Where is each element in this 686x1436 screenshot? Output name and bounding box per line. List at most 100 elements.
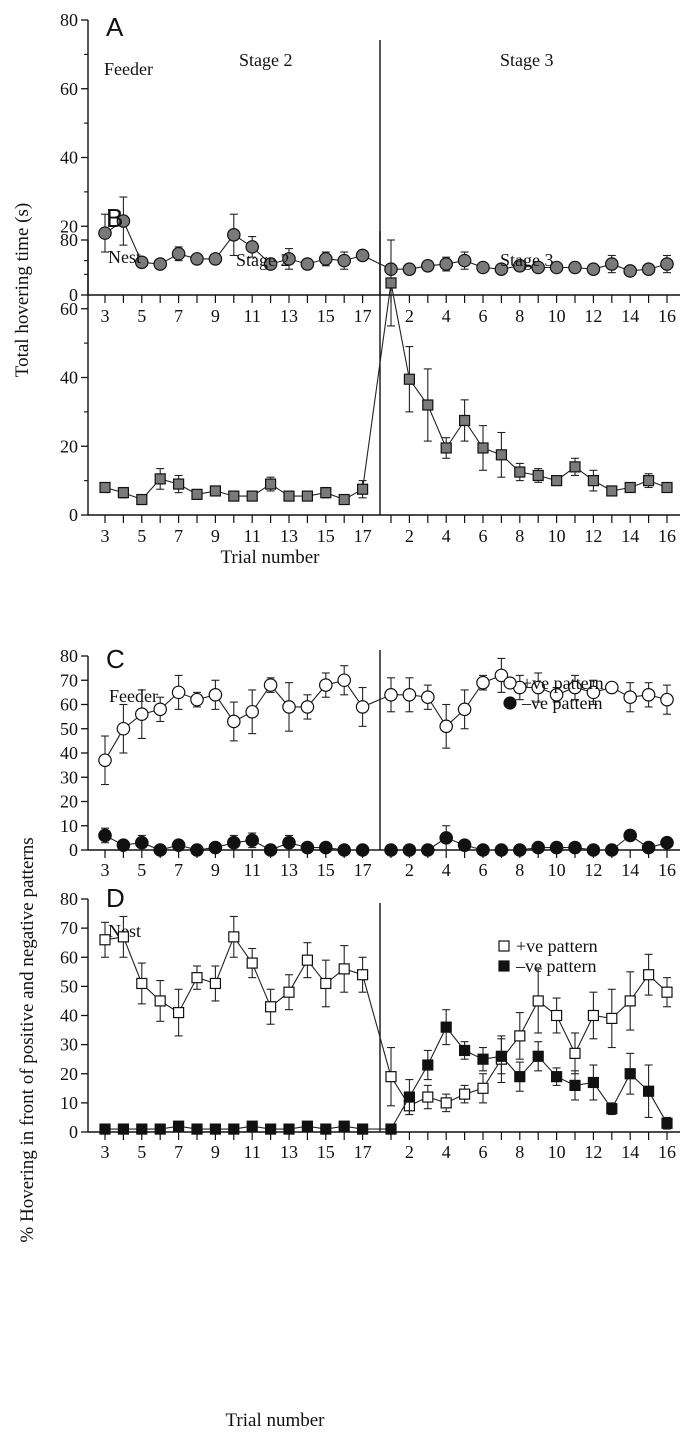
- panel-c-series-1-point: [245, 833, 259, 848]
- panel-c-series-0-point: [116, 721, 131, 736]
- panel-d-x-tick-label: 4: [442, 1142, 451, 1162]
- panel-c-legend-label: –ve pattern: [521, 693, 602, 713]
- panel-a-x-tick-label: 2: [405, 306, 414, 326]
- panel-d-series-1-point: [209, 1123, 221, 1135]
- panel-c-series-1-point: [549, 840, 564, 855]
- panel-c-series-0-point: [384, 687, 398, 702]
- panel-d-x-tick-label: 7: [174, 1142, 183, 1162]
- panel-a-series-0-point: [660, 257, 674, 271]
- panel-c-series-1-point: [282, 835, 296, 850]
- panel-c-series-1-point: [318, 840, 333, 855]
- panel-a-x-tick-label: 8: [515, 306, 524, 326]
- panel-d-series-1-point: [191, 1123, 203, 1135]
- panel-d-series-1-point: [173, 1120, 185, 1132]
- panel-d-series-0-point: [154, 995, 166, 1007]
- panel-d-y-tick-label: 40: [60, 1006, 78, 1026]
- panel-c-series-1-point: [171, 838, 186, 852]
- panel-c-series-0-point: [439, 719, 453, 734]
- panel-a-x-tick-label: 9: [211, 306, 220, 326]
- panel-d-series-1-point: [642, 1085, 655, 1097]
- panel-c-series-1-point: [531, 840, 545, 855]
- panel-b-series-0-point: [403, 373, 415, 385]
- panel-d-x-tick-label: 5: [137, 1142, 146, 1162]
- panel-c-series-1-point: [402, 843, 417, 857]
- panel-d-x-tick-label: 17: [354, 1142, 372, 1162]
- panel-a-series-0-point: [439, 257, 453, 271]
- panel-b-series-0-point: [301, 490, 313, 502]
- panel-c-y-tick-label: 0: [69, 840, 78, 860]
- panel-c-series-1-point: [300, 840, 315, 855]
- panel-a-x-tick-label: 3: [101, 306, 110, 326]
- panel-c-x-tick-label: 2: [405, 860, 414, 880]
- panel-d-series-0-point: [477, 1082, 489, 1094]
- panel-d-series-1-point: [301, 1120, 313, 1132]
- panel-c-series-1-point: [208, 840, 223, 855]
- panel-a-series-0-point: [337, 253, 351, 268]
- panel-d-series-1-point: [136, 1123, 148, 1135]
- panel-c-x-tick-label: 6: [479, 860, 488, 880]
- panel-d-series-0-point: [624, 995, 636, 1007]
- panel-d-letter: D: [106, 883, 125, 913]
- panel-b-y-tick-label: 80: [60, 230, 78, 250]
- panel-a-series-0-point: [549, 260, 564, 275]
- panel-c-y-tick-label: 80: [60, 646, 78, 666]
- panel-d-series-1-point: [403, 1091, 415, 1103]
- panel-c-series-1-point: [135, 835, 149, 850]
- panel-d-series-0-point: [338, 963, 350, 975]
- panel-c-series-0-point: [318, 678, 333, 692]
- panel-d-series-1-point: [283, 1123, 295, 1135]
- panel-b-annotation: Nest: [108, 247, 141, 267]
- panel-c-series-1-point: [190, 843, 204, 857]
- panel-d-series-0-point: [173, 1006, 185, 1019]
- x-axis-title-upper: Trial number: [220, 547, 320, 568]
- panel-b-x-tick-label: 3: [101, 526, 110, 546]
- panel-c-series-0-point: [135, 707, 149, 721]
- panel-a-series-0-point: [420, 258, 435, 273]
- panel-c-series-0-point: [153, 702, 167, 717]
- panel-b-series-0-point: [495, 449, 507, 461]
- panel-c-series-0-point: [420, 690, 435, 705]
- panel-b-series-0-point: [422, 399, 434, 411]
- panel-a-annotation: Stage 2: [239, 50, 293, 70]
- panel-b-series-0-point: [154, 473, 166, 485]
- panel-b-series-0-point: [477, 442, 489, 454]
- panel-a-series-0-point: [318, 252, 333, 266]
- panel-d-series-1-point: [154, 1123, 166, 1135]
- panel-a-x-tick-label: 16: [658, 306, 676, 326]
- panel-a-x-tick-label: 14: [621, 306, 639, 326]
- panel-d-y-tick-label: 80: [60, 889, 78, 909]
- panel-c-y-tick-label: 40: [60, 743, 78, 763]
- panel-d-legend-marker: [498, 940, 510, 952]
- panel-d-series-0-point: [283, 986, 295, 998]
- panel-a-series-0-point: [476, 260, 490, 275]
- panel-c-letter: C: [106, 644, 125, 674]
- panel-c-series-1-point: [494, 843, 509, 857]
- panel-b-series-0-point: [136, 493, 148, 506]
- panel-d-x-tick-label: 8: [515, 1142, 524, 1162]
- panel-b-series-0-point: [532, 469, 544, 482]
- panel-a-series-0-point: [586, 262, 601, 277]
- panel-d-x-tick-label: 16: [658, 1142, 676, 1162]
- panel-c-series-1-point: [116, 838, 131, 852]
- panel-a-x-tick-label: 6: [479, 306, 488, 326]
- panel-d-y-tick-label: 0: [69, 1122, 78, 1142]
- panel-b-x-tick-label: 9: [211, 526, 220, 546]
- panel-a-series-0-point: [135, 255, 149, 270]
- panel-b-series-0-point: [117, 487, 130, 499]
- panel-d-x-tick-label: 3: [101, 1142, 110, 1162]
- panel-a-x-tick-label: 12: [584, 306, 602, 326]
- panel-d-series-0-point: [569, 1047, 581, 1059]
- panel-d-series-1-point: [440, 1021, 452, 1033]
- panel-d-legend-marker: [498, 960, 510, 972]
- panel-c-series-1-point: [457, 838, 472, 852]
- panel-d-series-0-point: [320, 977, 332, 990]
- panel-a-series-0-point: [171, 246, 186, 261]
- panel-c-series-0-point: [98, 753, 112, 768]
- panel-c-series-0-point: [604, 680, 619, 695]
- panel-d-x-tick-label: 2: [405, 1142, 414, 1162]
- panel-d-y-tick-label: 10: [60, 1093, 78, 1113]
- panel-d-series-1-point: [624, 1068, 636, 1080]
- panel-a-annotation: Stage 3: [500, 50, 554, 70]
- panel-d-series-0-point: [228, 931, 240, 943]
- panel-c-x-tick-label: 17: [354, 860, 372, 880]
